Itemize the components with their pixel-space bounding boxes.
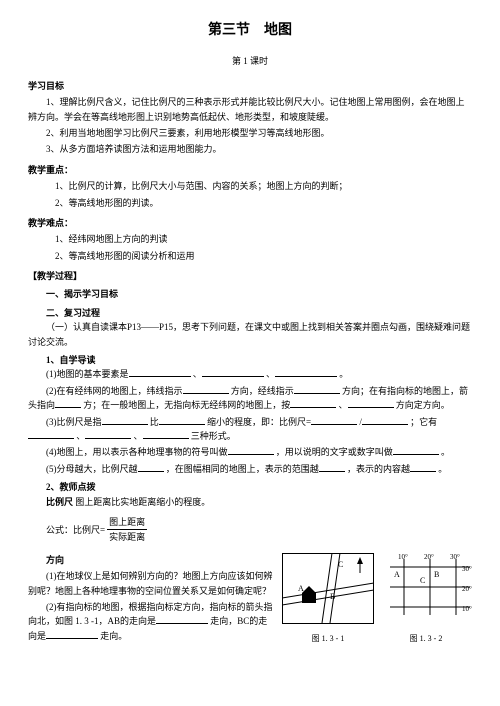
q3-e: ；它有: [410, 417, 437, 427]
formula: 公式：比例尺= 图上距离 实际距离: [28, 515, 472, 545]
blank: [159, 417, 205, 425]
q4-c: 。: [441, 447, 450, 457]
blank: [290, 400, 336, 408]
q1-d: 。: [339, 369, 348, 379]
blank: [72, 631, 98, 639]
heading-show-goal: 一、揭示学习目标: [28, 287, 472, 301]
q1-a: (1)地图的基本要素是: [46, 369, 129, 379]
deg-30r: 30°: [462, 565, 472, 573]
deg-20t: 20°: [424, 553, 434, 561]
q5-c: ，表示的内容越: [347, 464, 410, 474]
page-title: 第三节 地图: [28, 20, 472, 42]
heading-focus: 教学重点：: [28, 163, 472, 177]
dir-p1: (1)在地球仪上是如何辨别方向的？地图上方向应该如何辨别呢？地图上各种地理事物的…: [28, 569, 274, 598]
heading-difficulty: 教学难点：: [28, 216, 472, 230]
fraction: 图上距离 实际距离: [107, 515, 147, 545]
q1-c: 、: [266, 369, 275, 379]
blank: [311, 417, 357, 425]
q2-a: (2)在有经纬网的地图上，纬线指示: [46, 386, 183, 396]
ratio-def: 图上距离比实地距离缩小的程度。: [75, 497, 210, 507]
figure-1: A B C 图 1. 3 - 1: [282, 553, 374, 646]
q4-a: (4)地图上，用以表示各种地理事物的符号叫做: [46, 447, 228, 457]
q2-d: 方；在一般地图上，无指向标无经纬网的地图上，按: [83, 400, 290, 410]
difficulty-1: 1、经纬网地图上方向的判读: [28, 232, 472, 246]
heading-goals: 学习目标: [28, 79, 472, 93]
deg-20r: 20°: [462, 585, 472, 593]
guide-q5: (5)分母越大，比例尺越 ，在图幅相同的地图上，表示的范围越 ，表示的内容越 。: [28, 462, 472, 476]
blank: [85, 431, 131, 439]
figure-2-caption: 图 1. 3 - 2: [380, 633, 472, 646]
blank: [393, 447, 439, 455]
frac-bot: 实际距离: [107, 530, 147, 544]
blank: [129, 369, 191, 377]
q4-b: ，用以说明的文字或数字叫做: [276, 447, 393, 457]
goal-2: 2、利用当地地图学习比例尺三要素，利用地形模型学习等高线地形图。: [28, 126, 472, 140]
blank: [228, 447, 274, 455]
ratio-head: 比例尺: [46, 497, 73, 507]
heading-self-guide: 1、自学导读: [28, 353, 472, 367]
blank: [348, 400, 394, 408]
heading-review: 二、复习过程: [28, 306, 472, 320]
goal-3: 3、从多方面培养读图方法和运用地图能力。: [28, 142, 472, 156]
q3-c: 缩小的程度，即：比例尺=: [207, 417, 311, 427]
focus-1: 1、比例尺的计算，比例尺大小与范围、内容的关系；地图上方向的判断；: [28, 179, 472, 193]
figure-2: 10° 20° 30° 30° 20° 10° A B C 图 1. 3 - 2: [380, 553, 472, 646]
q2-f: 方向定方向。: [396, 400, 450, 410]
direction-head: 方向: [28, 553, 274, 567]
blank: [102, 417, 148, 425]
focus-2: 2、等高线地形图的判读。: [28, 196, 472, 210]
q5-d: 。: [438, 464, 447, 474]
blank: [275, 369, 337, 377]
q3-f: 、: [76, 431, 85, 441]
blank: [55, 400, 81, 408]
q5-a: (5)分母越大，比例尺越: [46, 464, 138, 474]
blank: [182, 616, 208, 624]
fig2-a: A: [394, 570, 400, 579]
deg-10r: 10°: [462, 605, 472, 613]
blank: [319, 464, 345, 472]
blank: [143, 431, 189, 439]
page-subtitle: 第 1 课时: [28, 54, 472, 68]
difficulty-2: 2、等高线地形图的阅读分析和运用: [28, 249, 472, 263]
figure-1-caption: 图 1. 3 - 1: [282, 633, 374, 646]
guide-q1: (1)地图的基本要素是 、 、 。: [28, 367, 472, 381]
fig1-a: A: [298, 584, 304, 593]
formula-label: 公式：比例尺=: [46, 523, 105, 537]
fig1-b: B: [330, 592, 335, 601]
heading-process: 【教学过程】: [28, 269, 472, 283]
fig2-b: B: [434, 570, 439, 579]
frac-top: 图上距离: [107, 515, 147, 530]
blank: [362, 417, 408, 425]
q3-a: (3)比例尺是指: [46, 417, 102, 427]
q1-b: 、: [193, 369, 202, 379]
fig1-c: C: [338, 560, 343, 569]
deg-30t: 30°: [450, 553, 460, 561]
ratio-line: 比例尺 图上距离比实地距离缩小的程度。: [28, 495, 472, 509]
blank: [138, 464, 164, 472]
q2-e: 、: [339, 400, 348, 410]
guide-q4: (4)地图上，用以表示各种地理事物的符号叫做 ，用以说明的文字或数字叫做 。: [28, 445, 472, 459]
review-text: （一）认真自读课本P13——P15，思考下列问题，在课文中或图上找到相关答案并圈…: [28, 320, 472, 349]
blank: [202, 369, 264, 377]
dir-p2: (2)有指向标的地图，根据指向标定方向，指向标的箭头指向北，如图 1. 3 -1…: [28, 600, 274, 643]
dir-p2e: 走向。: [100, 631, 127, 641]
deg-10t: 10°: [398, 553, 408, 561]
goal-1: 1、理解比例尺含义，记住比例尺的三种表示形式并能比较比例尺大小。记住地图上常用图…: [28, 95, 472, 124]
blank: [28, 431, 74, 439]
q3-b: 比: [150, 417, 159, 427]
blank: [294, 386, 340, 394]
guide-q3: (3)比例尺是指 比 缩小的程度，即：比例尺= / ；它有 、 、 三种形式。: [28, 415, 472, 444]
q3-g: 、: [134, 431, 143, 441]
q5-b: ，在图幅相同的地图上，表示的范围越: [166, 464, 319, 474]
q3-h: 三种形式。: [191, 431, 236, 441]
fig2-c: C: [420, 576, 425, 585]
blank: [156, 616, 182, 624]
blank: [410, 464, 436, 472]
guide-q2: (2)在有经纬网的地图上，纬线指示 方向，经线指示 方向；在有指向标的地图上，箭…: [28, 384, 472, 413]
heading-teacher: 2、教师点拨: [28, 480, 472, 494]
blank: [46, 631, 72, 639]
blank: [183, 386, 229, 394]
q2-b: 方向，经线指示: [231, 386, 294, 396]
